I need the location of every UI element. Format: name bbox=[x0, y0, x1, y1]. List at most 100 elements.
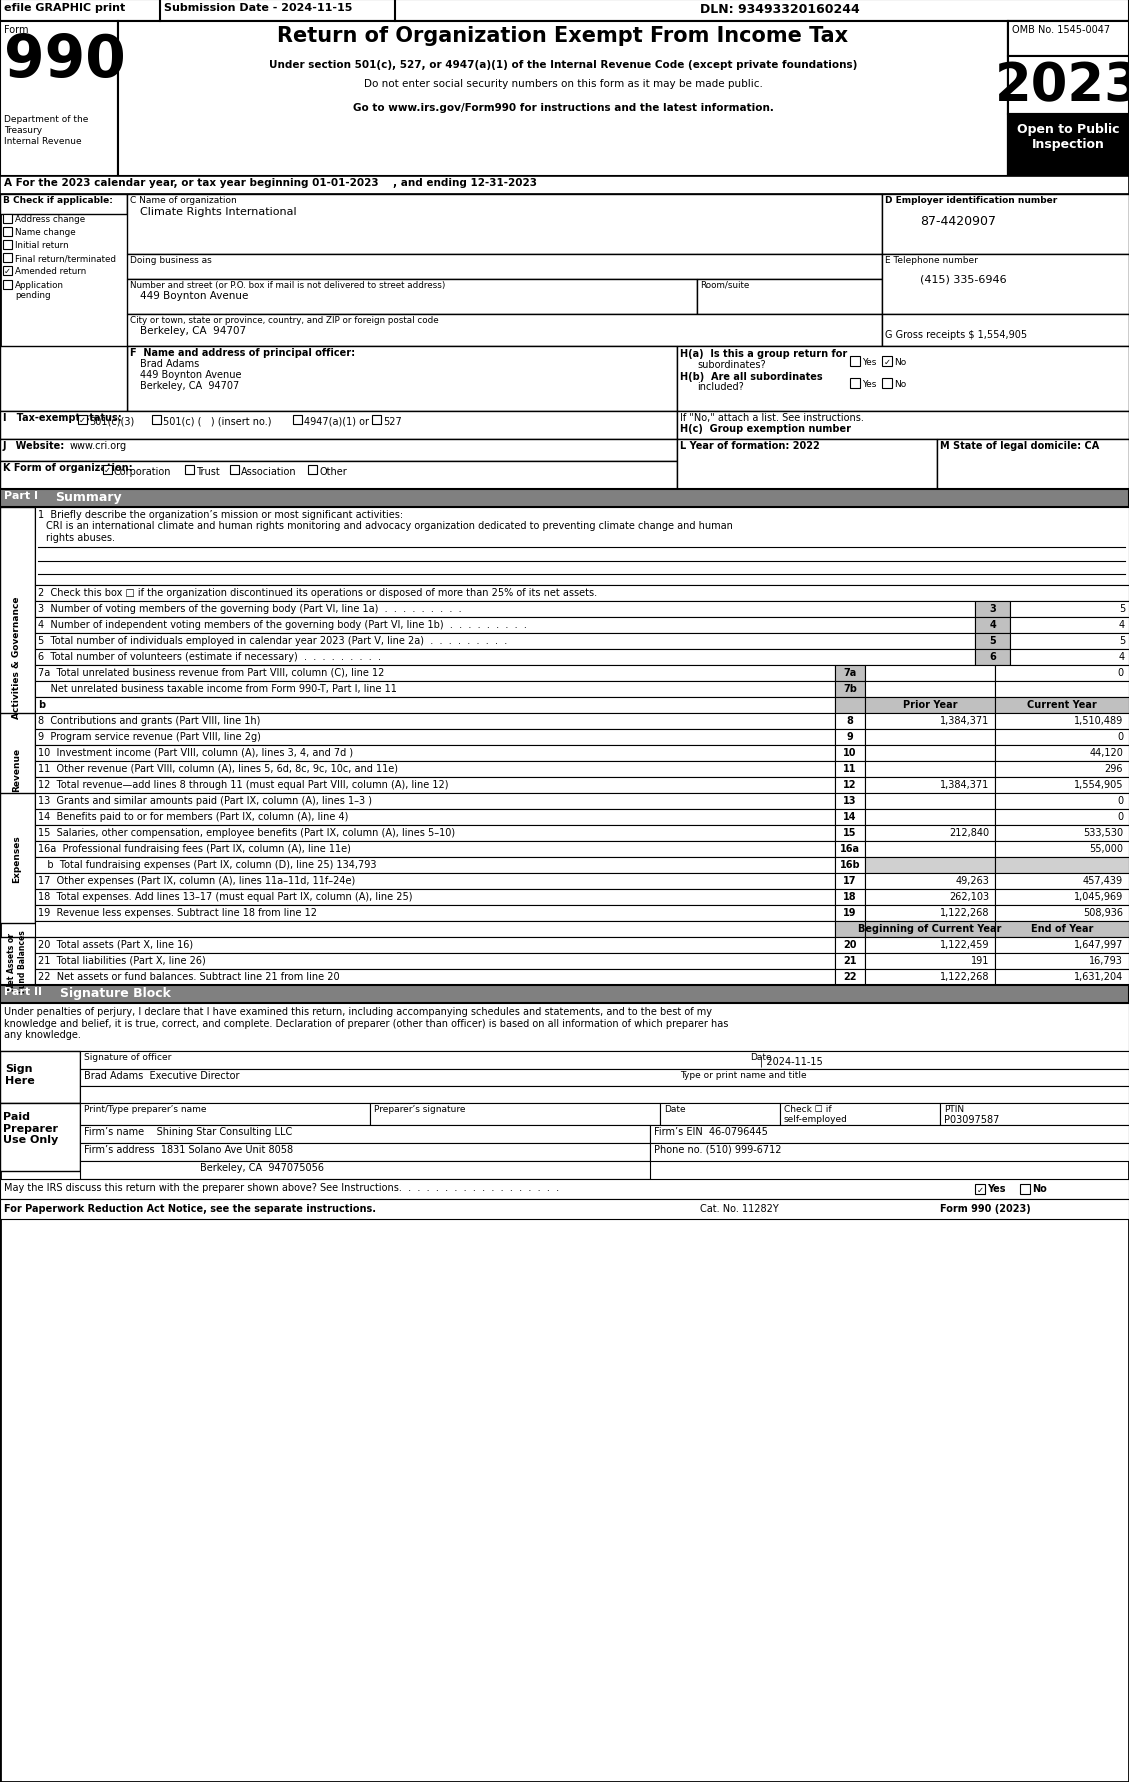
Text: 0: 0 bbox=[1117, 795, 1123, 805]
Text: 4947(a)(1) or: 4947(a)(1) or bbox=[304, 417, 369, 426]
Text: subordinates?: subordinates? bbox=[697, 360, 765, 371]
Bar bbox=[835, 969, 865, 985]
Bar bbox=[835, 825, 865, 841]
Text: Type or print name and title: Type or print name and title bbox=[680, 1071, 806, 1080]
Bar bbox=[995, 697, 1129, 713]
Bar bbox=[835, 953, 865, 969]
Bar bbox=[0, 490, 1129, 508]
Text: Submission Date - 2024-11-15: Submission Date - 2024-11-15 bbox=[164, 4, 352, 12]
Text: End of Year: End of Year bbox=[1031, 923, 1093, 934]
Text: Corporation: Corporation bbox=[114, 467, 172, 478]
Bar bbox=[835, 745, 865, 761]
Text: 212,840: 212,840 bbox=[948, 827, 989, 838]
Bar bbox=[865, 761, 995, 777]
Text: 990: 990 bbox=[5, 32, 125, 89]
Bar bbox=[35, 921, 835, 937]
Bar bbox=[35, 618, 975, 634]
Text: 1,122,268: 1,122,268 bbox=[939, 907, 989, 918]
Text: D Employer identification number: D Employer identification number bbox=[885, 196, 1057, 205]
Text: 1,122,268: 1,122,268 bbox=[939, 971, 989, 982]
Text: Under penalties of perjury, I declare that I have examined this return, includin: Under penalties of perjury, I declare th… bbox=[5, 1007, 728, 1039]
Text: Cat. No. 11282Y: Cat. No. 11282Y bbox=[700, 1203, 779, 1214]
Bar bbox=[882, 194, 1129, 255]
Bar bbox=[995, 793, 1129, 809]
Bar bbox=[995, 969, 1129, 985]
Bar bbox=[0, 462, 677, 490]
Bar bbox=[35, 602, 975, 618]
Text: 1,554,905: 1,554,905 bbox=[1074, 779, 1123, 789]
Bar bbox=[995, 825, 1129, 841]
Bar bbox=[995, 809, 1129, 825]
Bar bbox=[35, 683, 835, 697]
Text: Under section 501(c), 527, or 4947(a)(1) of the Internal Revenue Code (except pr: Under section 501(c), 527, or 4947(a)(1)… bbox=[269, 61, 857, 69]
Bar bbox=[1008, 57, 1129, 114]
Text: Room/suite: Room/suite bbox=[700, 282, 750, 290]
Bar bbox=[865, 873, 995, 889]
Text: Current Year: Current Year bbox=[1027, 700, 1097, 709]
Text: 1,631,204: 1,631,204 bbox=[1074, 971, 1123, 982]
Bar bbox=[835, 761, 865, 777]
Text: Firm’s address  1831 Solano Ave Unit 8058: Firm’s address 1831 Solano Ave Unit 8058 bbox=[84, 1144, 294, 1155]
Bar bbox=[0, 1051, 80, 1103]
Bar bbox=[865, 713, 995, 729]
Bar bbox=[1008, 114, 1129, 176]
Text: Do not enter social security numbers on this form as it may be made public.: Do not enter social security numbers on … bbox=[364, 78, 762, 89]
Text: Form: Form bbox=[5, 25, 28, 36]
Bar bbox=[119, 21, 1008, 176]
Text: 527: 527 bbox=[383, 417, 402, 426]
Text: Yes: Yes bbox=[863, 358, 876, 367]
Text: (415) 335-6946: (415) 335-6946 bbox=[920, 274, 1007, 285]
Bar bbox=[126, 194, 882, 255]
Text: ✓: ✓ bbox=[5, 267, 11, 276]
Text: 15  Salaries, other compensation, employee benefits (Part IX, column (A), lines : 15 Salaries, other compensation, employe… bbox=[38, 827, 455, 838]
Text: Signature Block: Signature Block bbox=[60, 987, 170, 1000]
Text: 44,120: 44,120 bbox=[1089, 748, 1123, 757]
Text: If "No," attach a list. See instructions.: If "No," attach a list. See instructions… bbox=[680, 413, 864, 422]
Bar bbox=[995, 953, 1129, 969]
Bar bbox=[995, 713, 1129, 729]
Bar bbox=[975, 634, 1010, 650]
Bar bbox=[35, 793, 835, 809]
Bar bbox=[1010, 602, 1129, 618]
Text: No: No bbox=[1032, 1183, 1047, 1194]
Bar bbox=[230, 465, 239, 474]
Bar bbox=[0, 713, 35, 825]
Bar bbox=[995, 745, 1129, 761]
Bar bbox=[35, 761, 835, 777]
Text: Application
pending: Application pending bbox=[15, 282, 64, 299]
Bar bbox=[126, 255, 882, 280]
Text: 22  Net assets or fund balances. Subtract line 21 from line 20: 22 Net assets or fund balances. Subtract… bbox=[38, 971, 340, 982]
Bar bbox=[865, 857, 995, 873]
Text: 16,793: 16,793 bbox=[1089, 955, 1123, 966]
Text: Paid
Preparer
Use Only: Paid Preparer Use Only bbox=[3, 1112, 59, 1144]
Bar bbox=[882, 356, 892, 367]
Text: E Telephone number: E Telephone number bbox=[885, 257, 978, 266]
Text: For Paperwork Reduction Act Notice, see the separate instructions.: For Paperwork Reduction Act Notice, see … bbox=[5, 1203, 376, 1214]
Bar bbox=[835, 905, 865, 921]
Text: CRI is an international climate and human rights monitoring and advocacy organiz: CRI is an international climate and huma… bbox=[46, 520, 733, 542]
Bar bbox=[35, 809, 835, 825]
Text: 21  Total liabilities (Part X, line 26): 21 Total liabilities (Part X, line 26) bbox=[38, 955, 205, 966]
Text: Amended return: Amended return bbox=[15, 267, 86, 276]
Text: H(a)  Is this a group return for: H(a) Is this a group return for bbox=[680, 349, 847, 358]
Text: 3  Number of voting members of the governing body (Part VI, line 1a)  .  .  .  .: 3 Number of voting members of the govern… bbox=[38, 604, 462, 613]
Bar bbox=[650, 1144, 1129, 1162]
Bar bbox=[0, 412, 677, 440]
Text: ✓: ✓ bbox=[977, 1185, 983, 1194]
Bar bbox=[1010, 634, 1129, 650]
Text: 1,045,969: 1,045,969 bbox=[1074, 891, 1123, 902]
Bar bbox=[835, 777, 865, 793]
Text: 4: 4 bbox=[989, 620, 996, 629]
Bar bbox=[995, 905, 1129, 921]
Text: A For the 2023 calendar year, or tax year beginning 01-01-2023    , and ending 1: A For the 2023 calendar year, or tax yea… bbox=[5, 178, 537, 187]
Bar bbox=[975, 602, 1010, 618]
Text: efile GRAPHIC print: efile GRAPHIC print bbox=[5, 4, 125, 12]
Text: Return of Organization Exempt From Income Tax: Return of Organization Exempt From Incom… bbox=[278, 27, 849, 46]
Bar bbox=[0, 0, 1129, 21]
Bar bbox=[80, 1087, 1129, 1103]
Bar bbox=[35, 905, 835, 921]
Text: G Gross receipts $ 1,554,905: G Gross receipts $ 1,554,905 bbox=[885, 330, 1027, 340]
Text: 2  Check this box □ if the organization discontinued its operations or disposed : 2 Check this box □ if the organization d… bbox=[38, 588, 597, 597]
Text: ✓: ✓ bbox=[104, 465, 111, 474]
Text: 0: 0 bbox=[1117, 668, 1123, 677]
